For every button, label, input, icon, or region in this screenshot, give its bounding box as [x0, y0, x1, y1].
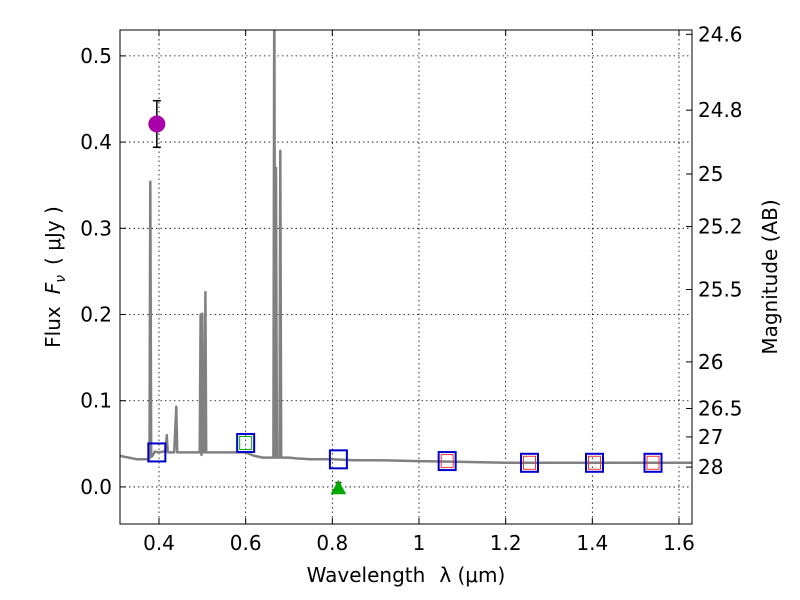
y2-tick-label: 27: [698, 425, 723, 449]
grid: [120, 30, 692, 524]
y2-tick-label: 26.5: [698, 396, 743, 420]
x-axis-label-text: Wavelength: [307, 563, 426, 587]
model-photometry-point: [236, 432, 256, 453]
spectrum-line: [120, 30, 692, 465]
y-axis-label-unit: ( μJy ): [41, 206, 65, 265]
y2-tick-label: 26: [698, 350, 723, 374]
y-tick-label: 0.1: [80, 389, 112, 413]
x-axis-label-symbol: λ (μm): [439, 563, 505, 587]
y-tick-label: 0.0: [80, 475, 112, 499]
y-axis-label-symbol: F: [41, 282, 65, 294]
x-axis-label: Wavelength λ (μm): [307, 563, 506, 587]
x-tick-label: 1.6: [663, 531, 695, 555]
plot-markers: [147, 99, 663, 495]
observed-band-point: [646, 455, 660, 470]
x-tick-label: 1.4: [576, 531, 608, 555]
y2-tick-label: 24.6: [698, 22, 743, 46]
model-photometry-point: [328, 449, 348, 470]
model-photometry-point: [520, 452, 539, 473]
detection-point: [148, 115, 166, 133]
observed-band-point: [523, 455, 536, 470]
y-tick-label: 0.5: [80, 44, 112, 68]
x-tick-label: 0.8: [316, 531, 348, 555]
model-photometry-point: [585, 452, 604, 473]
y-tick-label: 0.2: [80, 303, 112, 327]
y-axis-label-subscript: ν: [53, 275, 69, 283]
observed-band-point: [239, 435, 253, 450]
x-tick-label: 1.2: [490, 531, 522, 555]
plot-frame: [119, 29, 693, 525]
observed-band-point: [440, 454, 454, 469]
y2-tick-label: 25: [698, 162, 723, 186]
y-tick-label: 0.4: [80, 130, 112, 154]
y2-tick-label: 25.2: [698, 215, 743, 239]
x-tick-label: 0.4: [143, 531, 175, 555]
y2-tick-label: 24.8: [698, 98, 743, 122]
y2-axis-label: Magnitude (AB): [758, 199, 782, 354]
y2-tick-label: 25.5: [698, 278, 743, 302]
model-photometry-point: [147, 442, 167, 463]
x-tick-label: 0.6: [230, 531, 262, 555]
model-photometry-point: [437, 451, 457, 472]
y-axis-label-text: Flux: [41, 306, 65, 348]
axes-ticks: 0.4 0.6 0.8 1 1.2 1.4 1.6 0.0 0.1 0.2 0.3 0.4 0.5 24.…: [80, 22, 742, 555]
y-tick-label: 0.3: [80, 216, 112, 240]
plot-data: [120, 30, 692, 465]
observed-band-point: [588, 455, 601, 470]
y-axis-label: Flux Fν ( μJy ): [41, 206, 69, 348]
upper-limit-point: [330, 479, 347, 495]
y2-tick-label: 28: [698, 455, 723, 479]
x-tick-label: 1: [413, 531, 426, 555]
model-photometry-point: [643, 452, 663, 473]
